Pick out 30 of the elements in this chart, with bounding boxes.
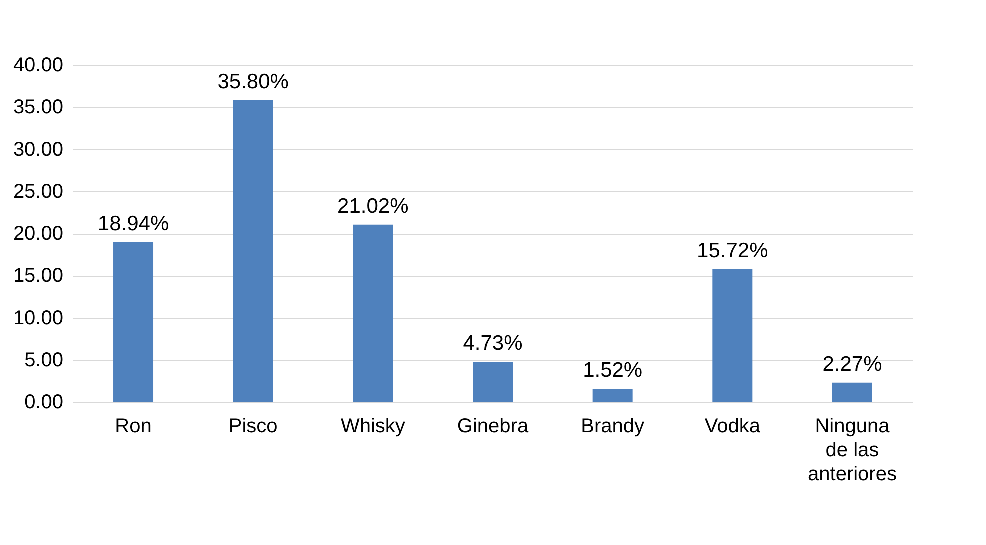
bar [114, 242, 154, 402]
y-tick-label: 35.00 [13, 96, 64, 119]
x-tick-label: Vodka [704, 416, 762, 438]
data-label: 4.73% [463, 332, 523, 356]
bar [473, 362, 513, 402]
y-tick-label: 20.00 [13, 223, 64, 245]
bar [592, 389, 633, 402]
x-tick-label: Ginebra [457, 416, 530, 438]
data-label: 2.27% [822, 352, 882, 376]
y-tick-label: 10.00 [13, 307, 64, 330]
bar [832, 382, 872, 402]
x-tick-label: Pisco [228, 416, 278, 438]
data-label: 35.80% [218, 70, 289, 94]
y-tick-label: 30.00 [13, 138, 64, 161]
y-tick-label: 0.00 [24, 392, 64, 414]
data-label: 18.94% [98, 212, 170, 236]
data-label: 1.52% [583, 359, 643, 382]
bar [353, 224, 394, 402]
data-label: 15.72% [697, 240, 768, 263]
data-label: 21.02% [338, 194, 409, 218]
y-tick-label: 25.00 [13, 180, 64, 203]
x-tick-label: Ninguna de las anteriores [808, 416, 897, 486]
y-tick-label: 40.00 [13, 54, 64, 76]
x-tick-label: Ron [115, 416, 152, 438]
bar [233, 100, 274, 402]
x-tick-label: Whisky [340, 416, 406, 438]
x-tick-label: Brandy [581, 416, 645, 438]
y-tick-label: 5.00 [24, 349, 64, 372]
bar [712, 270, 753, 402]
y-tick-label: 15.00 [13, 265, 64, 288]
